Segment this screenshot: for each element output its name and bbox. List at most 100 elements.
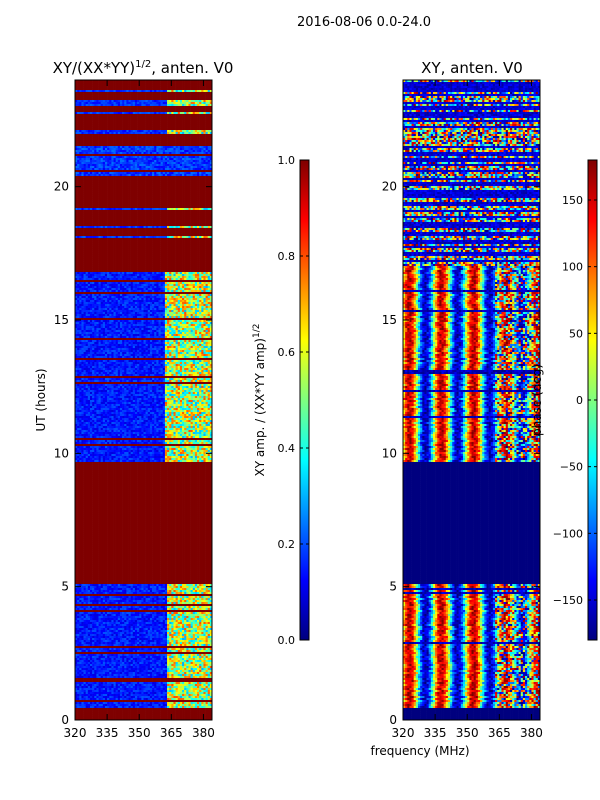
heatmap-cell: [160, 166, 164, 169]
heatmap-cell: [162, 134, 166, 137]
heatmap-cell: [147, 176, 151, 179]
heatmap-cell: [171, 216, 174, 219]
heatmap-cell: [173, 232, 176, 235]
heatmap-cell: [156, 216, 159, 219]
heatmap-cell: [75, 140, 78, 143]
heatmap-cell: [169, 80, 172, 83]
heatmap-cell: [92, 104, 95, 107]
heatmap-cell: [141, 224, 144, 227]
heatmap-cell: [96, 162, 99, 165]
heatmap-cell: [205, 82, 209, 85]
heatmap-cell: [107, 102, 110, 105]
heatmap-cell: [141, 186, 144, 189]
heatmap-cell: [209, 206, 213, 209]
heatmap-cell: [167, 126, 170, 129]
heatmap-cell: [190, 80, 194, 83]
heatmap-cell: [117, 126, 121, 129]
heatmap-cell: [188, 102, 191, 105]
heatmap-cell: [197, 118, 200, 121]
heatmap-cell: [137, 214, 140, 217]
heatmap-cell: [137, 88, 140, 91]
heatmap-cell: [197, 116, 200, 119]
heatmap-cell: [92, 98, 95, 101]
heatmap-cell: [104, 102, 108, 105]
heatmap-cell: [102, 220, 106, 223]
heatmap-cell: [113, 110, 116, 113]
heatmap-cell: [115, 208, 119, 211]
heatmap-cell: [201, 204, 204, 207]
heatmap-cell: [149, 160, 153, 163]
heatmap-cell: [190, 102, 194, 105]
heatmap-cell: [96, 222, 99, 225]
heatmap-cell: [199, 196, 202, 199]
heatmap-cell: [87, 206, 91, 209]
heatmap-cell: [207, 140, 211, 143]
heatmap-cell: [126, 188, 129, 191]
heatmap-cell: [162, 188, 166, 191]
heatmap-cell: [186, 178, 189, 181]
heatmap-cell: [145, 182, 149, 185]
heatmap-cell: [139, 88, 142, 91]
heatmap-cell: [132, 180, 136, 183]
heatmap-cell: [75, 178, 78, 181]
heatmap-cell: [119, 202, 123, 205]
heatmap-cell: [113, 178, 116, 181]
heatmap-cell: [173, 220, 176, 223]
heatmap-cell: [199, 122, 202, 125]
heatmap-cell: [98, 168, 101, 171]
heatmap-cell: [130, 218, 134, 221]
heatmap-cell: [205, 128, 209, 131]
heatmap-cell: [75, 116, 78, 119]
heatmap-cell: [194, 218, 198, 221]
heatmap-cell: [182, 220, 185, 223]
heatmap-cell: [188, 170, 191, 173]
heatmap-cell: [87, 218, 91, 221]
heatmap-cell: [203, 212, 206, 215]
heatmap-cell: [77, 236, 80, 239]
heatmap-cell: [188, 94, 191, 97]
heatmap-cell: [147, 172, 151, 175]
heatmap-cell: [139, 112, 142, 115]
heatmap-cell: [126, 138, 129, 141]
heatmap-cell: [184, 192, 187, 195]
heatmap-cell: [137, 82, 140, 85]
heatmap-cell: [145, 160, 149, 163]
heatmap-cell: [154, 230, 157, 233]
heatmap-cell: [171, 228, 174, 231]
heatmap-cell: [209, 200, 213, 203]
heatmap-cell: [167, 92, 170, 95]
heatmap-cell: [132, 220, 136, 223]
heatmap-cell: [203, 200, 206, 203]
heatmap-cell: [149, 94, 153, 97]
heatmap-cell: [111, 126, 114, 129]
heatmap-cell: [122, 100, 125, 103]
heatmap-cell: [87, 180, 91, 183]
heatmap-cell: [85, 222, 89, 225]
heatmap-cell: [147, 204, 151, 207]
heatmap-cell: [169, 158, 172, 161]
heatmap-cell: [124, 180, 127, 183]
heatmap-cell: [160, 226, 164, 229]
heatmap-cell: [173, 136, 176, 139]
heatmap-cell: [98, 124, 101, 127]
heatmap-cell: [152, 138, 155, 141]
heatmap-cell: [199, 208, 202, 211]
heatmap-cell: [115, 156, 119, 159]
heatmap-cell: [175, 198, 179, 201]
heatmap-cell: [79, 154, 82, 157]
heatmap-cell: [128, 148, 131, 151]
heatmap-cell: [128, 186, 131, 189]
heatmap-cell: [117, 156, 121, 159]
heatmap-cell: [115, 200, 119, 203]
heatmap-cell: [173, 196, 176, 199]
heatmap-cell: [104, 180, 108, 183]
heatmap-cell: [130, 92, 134, 95]
heatmap-cell: [85, 190, 89, 193]
heatmap-cell: [145, 234, 149, 237]
heatmap-cell: [205, 172, 209, 175]
heatmap-cell: [147, 92, 151, 95]
heatmap-cell: [132, 234, 136, 237]
heatmap-cell: [158, 146, 161, 149]
heatmap-cell: [201, 162, 204, 165]
heatmap-cell: [156, 138, 159, 141]
